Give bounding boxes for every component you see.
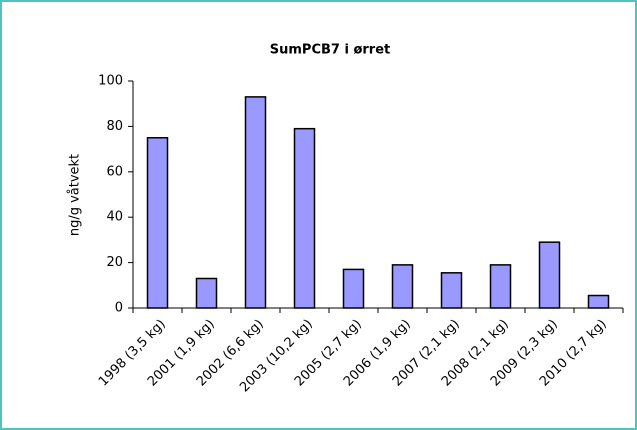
- bar: [293, 127, 316, 309]
- bar: [538, 241, 561, 309]
- bar: [391, 264, 414, 309]
- bar: [489, 264, 512, 309]
- bar: [146, 137, 169, 309]
- bar: [342, 268, 365, 309]
- y-tick-label: 20: [106, 255, 123, 270]
- y-tick-label: 0: [115, 301, 123, 316]
- y-tick-label: 40: [106, 210, 123, 225]
- chart-title: SumPCB7 i ørret: [270, 43, 390, 58]
- y-axis-label: ng/g våtvekt: [68, 154, 83, 236]
- y-tick-label: 80: [106, 119, 123, 134]
- y-tick-label: 100: [98, 74, 123, 89]
- bar: [244, 96, 267, 309]
- bar: [587, 294, 610, 309]
- bar: [440, 272, 463, 309]
- bar: [195, 277, 218, 309]
- y-tick-label: 60: [106, 164, 123, 179]
